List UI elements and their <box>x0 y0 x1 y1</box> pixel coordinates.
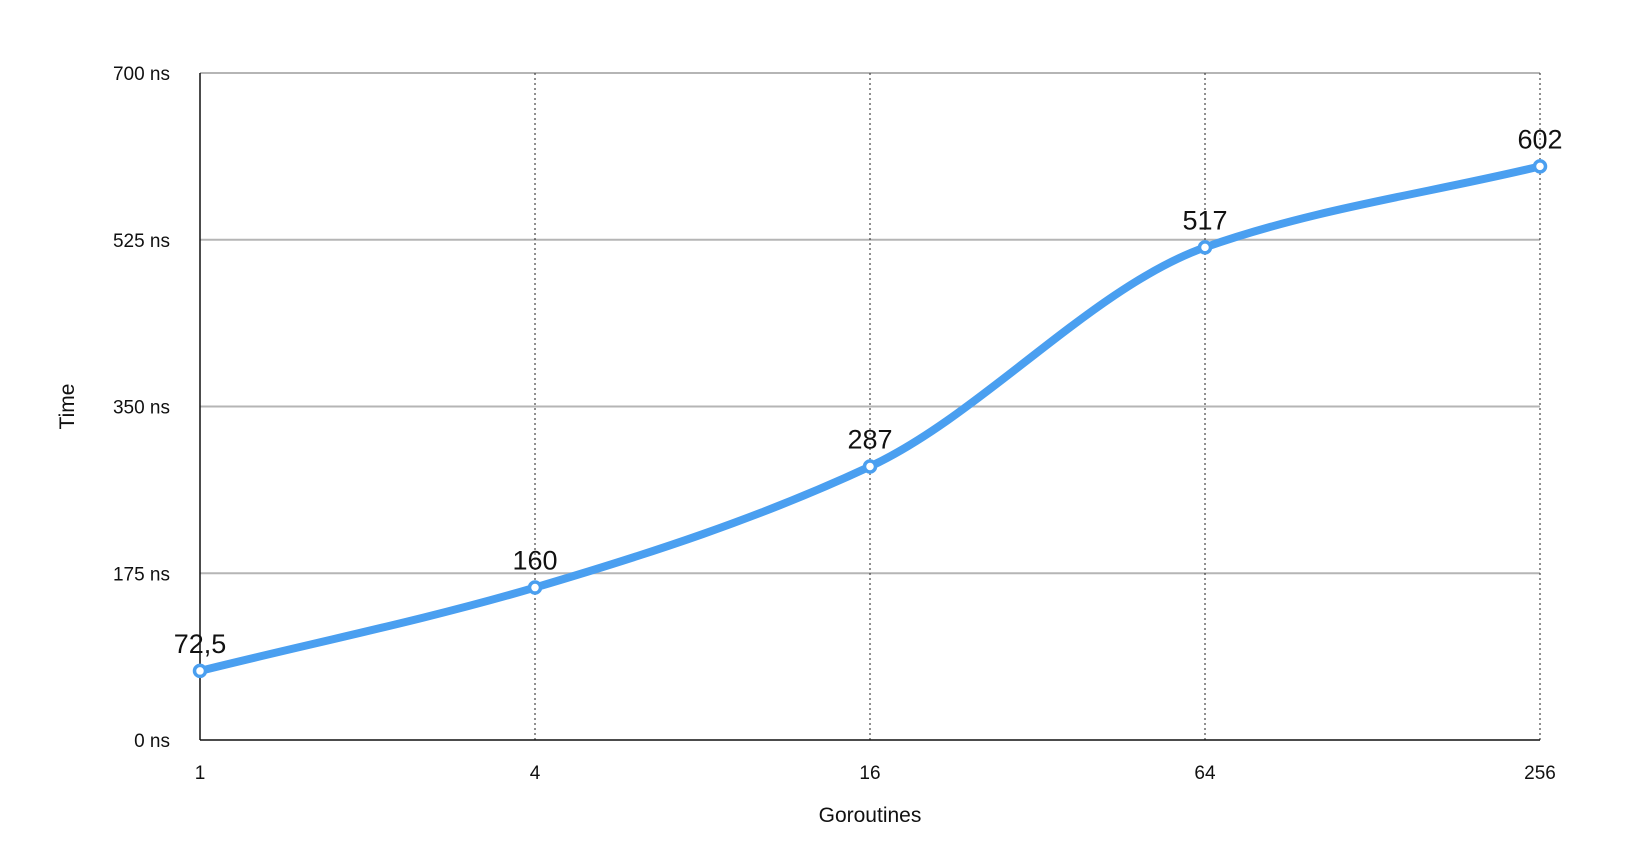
data-label: 287 <box>847 425 892 455</box>
x-axis-title: Goroutines <box>819 804 922 827</box>
data-label: 517 <box>1182 205 1227 235</box>
y-tick-label: 0 ns <box>134 731 170 752</box>
axes <box>199 73 1540 741</box>
data-point <box>1532 159 1548 174</box>
data-points <box>192 159 1548 679</box>
data-label: 160 <box>512 546 557 576</box>
y-tick-label: 525 ns <box>113 231 170 252</box>
data-point <box>527 580 543 595</box>
y-tick-label: 175 ns <box>113 564 170 585</box>
x-tick-labels: 1 4 16 64 256 <box>195 763 1556 784</box>
data-point <box>862 459 878 474</box>
y-tick-labels: 0 ns 175 ns 350 ns 525 ns 700 ns <box>113 64 170 752</box>
data-labels: 72,5 160 287 517 602 <box>174 124 1563 659</box>
vertical-gridlines <box>534 73 1541 740</box>
y-tick-label: 700 ns <box>113 64 170 85</box>
x-tick-label: 16 <box>859 763 880 784</box>
y-axis-title: Time <box>56 384 79 430</box>
x-tick-label: 1 <box>195 763 206 784</box>
x-tick-label: 256 <box>1524 763 1556 784</box>
y-tick-label: 350 ns <box>113 398 170 419</box>
data-label: 602 <box>1517 124 1562 154</box>
data-label: 72,5 <box>174 629 227 659</box>
x-tick-label: 4 <box>530 763 541 784</box>
data-point <box>1197 240 1213 255</box>
x-tick-label: 64 <box>1194 763 1216 784</box>
data-point <box>192 663 208 679</box>
